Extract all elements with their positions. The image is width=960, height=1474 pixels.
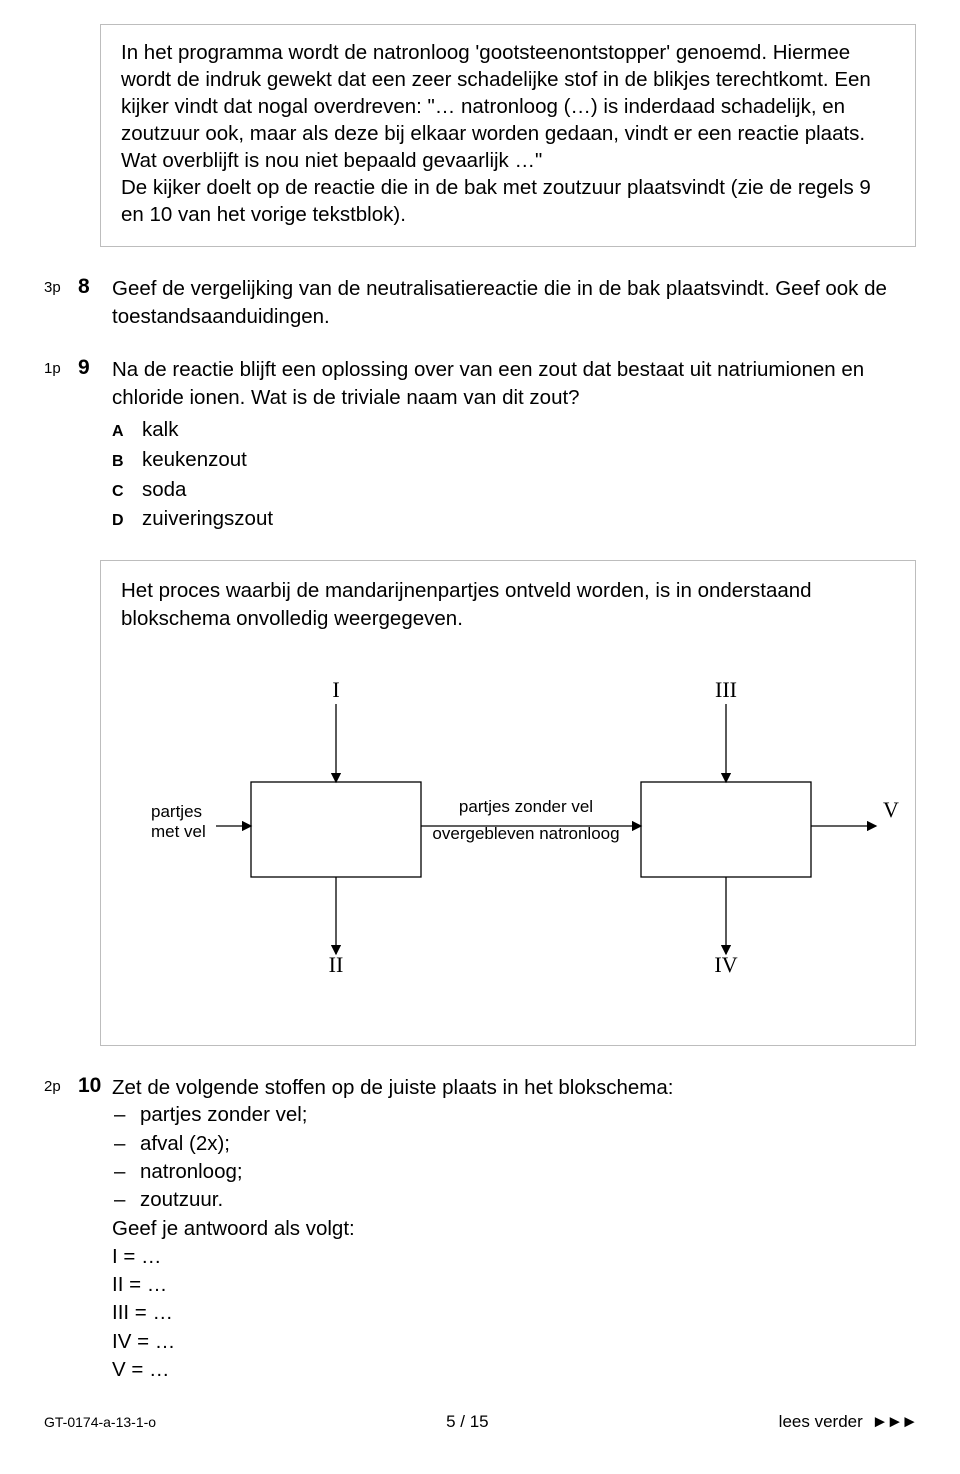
flowchart-svg: IIIIIIIVVpartjesmet velpartjes zonder ve… [121,642,911,1012]
answer-line: II = … [112,1271,916,1299]
points-label: 1p [44,356,78,377]
item-text: afval (2x); [140,1130,230,1158]
question-10: 2p 10 Zet de volgende stoffen op de juis… [44,1074,916,1384]
page-footer: GT-0174-a-13-1-o 5 / 15 lees verder ►►► [44,1412,916,1432]
svg-text:V: V [883,797,899,822]
option-b: B keukenzout [112,445,916,475]
item-text: zoutzuur. [140,1186,223,1214]
dash-icon: – [112,1101,140,1129]
svg-text:partjes: partjes [151,802,202,821]
intro-text: In het programma wordt de natronloog 'go… [121,41,871,226]
points-label: 2p [44,1074,78,1095]
footer-continue: lees verder ►►► [779,1412,916,1432]
list-item: –partjes zonder vel; [112,1101,916,1129]
points-label: 3p [44,275,78,296]
intro-box: In het programma wordt de natronloog 'go… [100,24,916,247]
dash-icon: – [112,1186,140,1214]
arrow-right-icon: ►►► [872,1412,916,1431]
question-text: Zet de volgende stoffen op de juiste pla… [112,1074,916,1101]
dash-icon: – [112,1130,140,1158]
page: In het programma wordt de natronloog 'go… [0,0,960,1444]
svg-text:I: I [332,677,339,702]
item-list: –partjes zonder vel; –afval (2x); –natro… [112,1101,916,1214]
answer-line: IV = … [112,1328,916,1356]
option-a: A kalk [112,415,916,445]
answer-line: III = … [112,1299,916,1327]
diagram-intro: Het proces waarbij de mandarijnenpartjes… [121,577,895,632]
answer-instruction: Geef je antwoord als volgt: [112,1215,916,1243]
svg-text:II: II [329,952,344,977]
question-9: 1p 9 Na de reactie blijft een oplossing … [44,356,916,534]
answer-line: I = … [112,1243,916,1271]
svg-text:III: III [715,677,737,702]
question-body: Zet de volgende stoffen op de juiste pla… [112,1074,916,1384]
question-text: Geef de vergelijking van de neutralisati… [112,275,916,330]
question-body: Na de reactie blijft een oplossing over … [112,356,916,534]
question-number: 10 [78,1074,112,1098]
diagram-box: Het proces waarbij de mandarijnenpartjes… [100,560,916,1046]
list-item: –afval (2x); [112,1130,916,1158]
item-text: natronloog; [140,1158,243,1186]
footer-page-number: 5 / 15 [446,1412,489,1432]
answer-line: V = … [112,1356,916,1384]
option-text: zuiveringszout [142,504,273,534]
list-item: –natronloog; [112,1158,916,1186]
option-letter: C [112,480,142,503]
svg-text:overgebleven natronloog: overgebleven natronloog [432,824,619,843]
option-text: soda [142,475,186,505]
item-text: partjes zonder vel; [140,1101,308,1129]
question-8: 3p 8 Geef de vergelijking van de neutral… [44,275,916,330]
flowchart: IIIIIIIVVpartjesmet velpartjes zonder ve… [121,642,895,1017]
list-item: –zoutzuur. [112,1186,916,1214]
dash-icon: – [112,1158,140,1186]
svg-text:partjes zonder vel: partjes zonder vel [459,797,593,816]
footer-doc-id: GT-0174-a-13-1-o [44,1414,156,1430]
svg-text:IV: IV [714,952,737,977]
option-text: keukenzout [142,445,247,475]
option-letter: B [112,450,142,473]
option-d: D zuiveringszout [112,504,916,534]
option-c: C soda [112,475,916,505]
footer-right-text: lees verder [779,1412,863,1431]
question-text: Na de reactie blijft een oplossing over … [112,356,916,411]
svg-text:met vel: met vel [151,822,206,841]
question-number: 9 [78,356,112,380]
option-text: kalk [142,415,178,445]
question-number: 8 [78,275,112,299]
option-letter: D [112,509,142,532]
option-letter: A [112,420,142,443]
